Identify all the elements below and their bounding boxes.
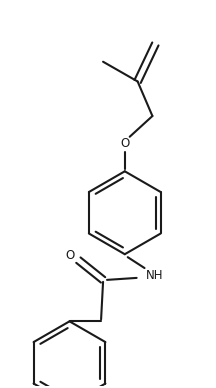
Text: NH: NH	[146, 269, 163, 282]
Text: O: O	[66, 249, 75, 262]
Text: O: O	[120, 137, 129, 150]
